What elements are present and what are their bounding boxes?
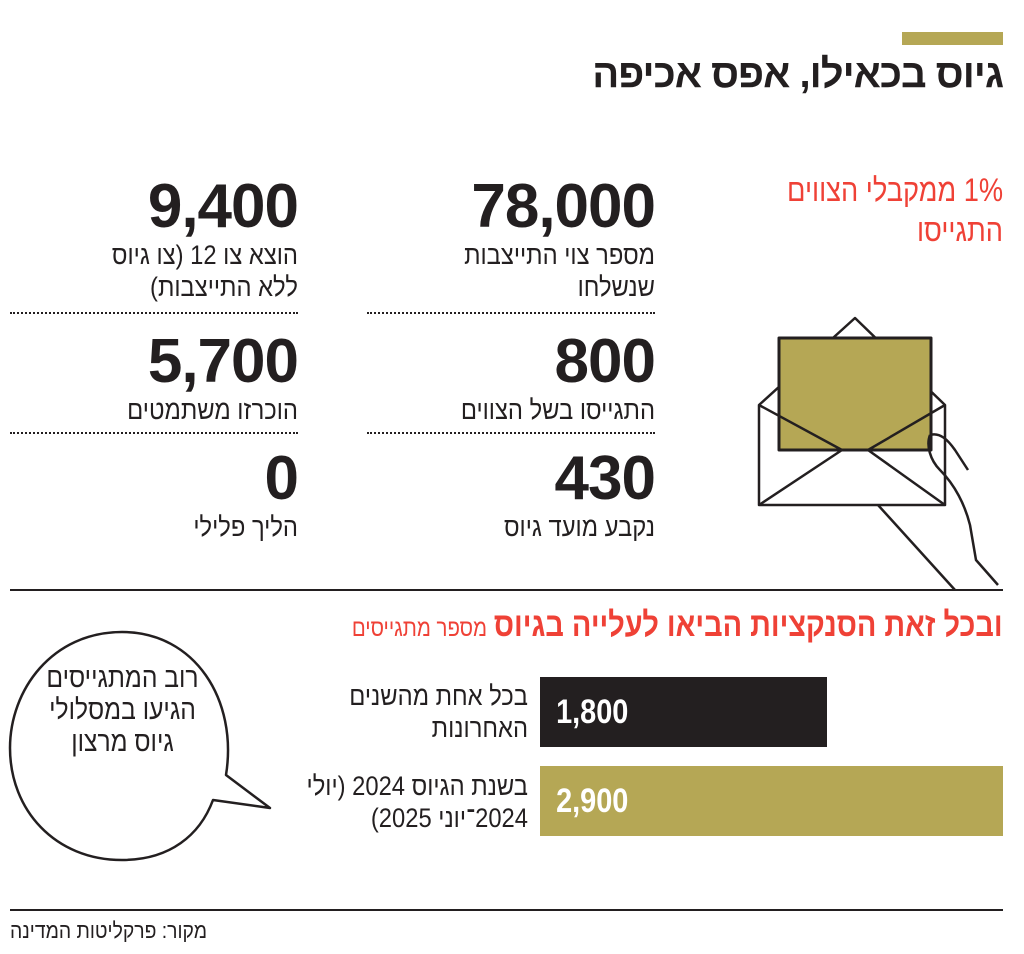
bar-recent-years: 1,800 <box>540 677 828 747</box>
source-note: מקור: פרקליטות המדינה <box>10 918 208 943</box>
stat-date-set: 430 נקבע מועד גיוס <box>355 444 656 543</box>
stat-order-12: 9,400 הוצא צו 12 (צו גיוס ללא התייצבות) <box>0 172 299 303</box>
chart-title: ובכל זאת הסנקציות הביאו לעלייה בגיוסמספר… <box>352 606 1003 645</box>
stat-value: 0 <box>264 444 299 513</box>
envelope-in-hand-icon <box>757 316 999 591</box>
stat-label: התגייסו בשל הצווים <box>460 395 655 425</box>
stat-label: מספר צוי התייצבות שנשלחו <box>464 240 655 302</box>
stat-draft-dodgers: 5,700 הוכרזו משתמטים <box>0 327 299 426</box>
bar-2024: 2,900 <box>540 766 1003 836</box>
section-divider <box>10 589 1003 591</box>
divider <box>367 432 655 434</box>
stat-label: הליך פלילי <box>193 512 298 542</box>
stat-value: 9,400 <box>147 172 299 241</box>
bar-label-2024: בשנת הגיוס 2024 (יולי 2024־יוני 2025) <box>306 771 528 833</box>
speech-bubble <box>8 630 272 862</box>
footer-divider <box>10 909 1003 911</box>
page-title: גיוס בכאילו, אפס אכיפה <box>592 52 1004 96</box>
bar-value-label: 1,800 <box>556 692 629 731</box>
stat-value: 800 <box>554 327 656 396</box>
stat-value: 430 <box>554 444 656 513</box>
bar-value-label: 2,900 <box>556 781 629 820</box>
stat-summons: 78,000 מספר צוי התייצבות שנשלחו <box>355 172 656 303</box>
accent-bar <box>902 32 1003 45</box>
highlight-note: 1% ממקבלי הצווים התגייסו <box>787 172 1003 248</box>
chart-title-main: ובכל זאת הסנקציות הביאו לעלייה בגיוס <box>494 606 1003 644</box>
chart-subtitle: מספר מתגייסים <box>352 615 488 642</box>
bar-label-recent-years: בכל אחת מהשנים האחרונות <box>349 681 528 743</box>
bubble-text: רוב המתגייסים הגיעו במסלולי גיוס מרצון <box>46 662 199 757</box>
divider <box>10 432 298 434</box>
stat-criminal: 0 הליך פלילי <box>0 444 299 543</box>
stat-label: הוצא צו 12 (צו גיוס ללא התייצבות) <box>111 240 298 302</box>
stat-label: הוכרזו משתמטים <box>127 395 298 425</box>
divider <box>367 312 655 314</box>
stat-value: 5,700 <box>147 327 299 396</box>
stat-label: נקבע מועד גיוס <box>503 512 655 542</box>
stat-enlisted: 800 התגייסו בשל הצווים <box>355 327 656 426</box>
stat-value: 78,000 <box>471 172 656 241</box>
divider <box>10 312 298 314</box>
